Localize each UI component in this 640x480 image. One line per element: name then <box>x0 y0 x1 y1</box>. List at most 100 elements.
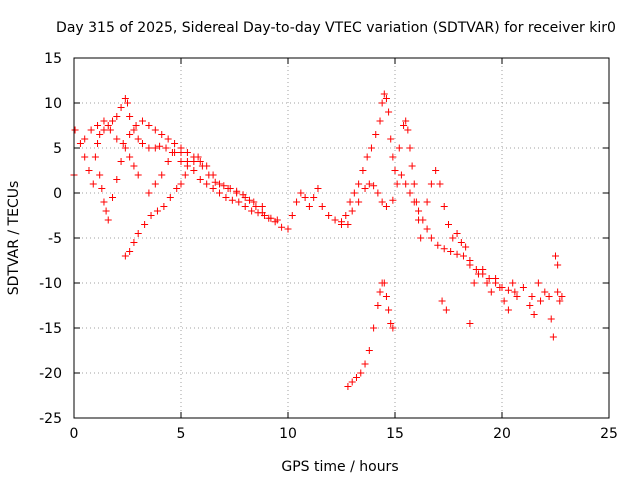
data-point <box>406 189 414 197</box>
data-point <box>534 279 542 287</box>
chart-title: Day 315 of 2025, Sidereal Day-to-day VTE… <box>56 20 616 36</box>
data-point <box>252 203 260 210</box>
data-point <box>466 320 474 327</box>
data-point <box>370 324 378 332</box>
data-point <box>241 194 249 201</box>
data-point <box>117 158 125 165</box>
series-afternoon-peak <box>338 90 425 242</box>
data-point <box>113 135 121 143</box>
data-point <box>177 158 185 165</box>
data-point <box>173 185 181 192</box>
data-point <box>87 126 95 134</box>
y-tick-label: 0 <box>53 186 62 202</box>
data-point <box>126 248 134 255</box>
series-morning-band <box>145 149 281 224</box>
data-point <box>104 122 112 129</box>
data-point <box>158 171 166 179</box>
grid-lines <box>74 58 609 418</box>
data-point <box>209 185 217 192</box>
series-upper-branch <box>81 117 266 210</box>
data-point <box>500 297 508 305</box>
y-tick-label: 15 <box>44 51 62 67</box>
data-point <box>203 180 211 188</box>
data-point <box>387 320 395 327</box>
data-point <box>160 203 168 210</box>
data-point <box>389 153 397 161</box>
series-evening-spikes <box>423 167 564 341</box>
axis-ticks: 0 5 10 15 20 25 -25 -20 -15 -10 -5 0 5 10 15 <box>39 51 618 442</box>
data-point <box>254 209 262 217</box>
data-point <box>117 104 125 111</box>
data-point <box>440 203 448 210</box>
data-point <box>554 261 562 269</box>
data-point <box>177 180 185 188</box>
data-point <box>113 176 121 183</box>
data-point <box>181 171 189 179</box>
data-point <box>436 180 444 188</box>
y-tick-label: 10 <box>44 96 62 112</box>
data-point <box>100 126 108 134</box>
data-point <box>267 214 275 222</box>
y-tick-label: -10 <box>39 276 62 292</box>
x-tick-label: 25 <box>600 426 618 442</box>
data-point <box>100 198 108 206</box>
data-point <box>344 221 352 228</box>
data-point <box>171 149 179 156</box>
data-point <box>479 266 487 273</box>
data-point <box>361 185 369 192</box>
data-point <box>151 180 159 188</box>
data-point <box>519 284 527 291</box>
data-point <box>549 333 557 341</box>
data-point <box>556 297 564 305</box>
data-point <box>145 122 153 129</box>
data-point <box>89 180 97 188</box>
data-point <box>305 203 313 210</box>
y-tick-label: -20 <box>39 366 62 382</box>
data-point <box>196 158 204 165</box>
data-point <box>387 135 395 143</box>
data-point <box>447 248 455 255</box>
y-tick-label: -15 <box>39 321 62 337</box>
data-point <box>209 171 217 179</box>
data-point <box>158 131 166 138</box>
data-point <box>487 288 495 296</box>
data-point <box>382 95 390 102</box>
data-point <box>245 196 253 204</box>
data-point <box>357 369 365 377</box>
data-point <box>395 144 403 152</box>
series-main-trend <box>70 95 566 305</box>
data-point <box>509 279 517 287</box>
data-point <box>183 149 191 156</box>
data-point <box>325 212 333 219</box>
data-point <box>76 140 84 147</box>
data-point <box>130 162 138 170</box>
data-point <box>504 306 512 314</box>
data-point <box>410 180 418 188</box>
y-tick-label: -5 <box>48 231 62 247</box>
data-point <box>492 275 500 282</box>
data-point <box>355 198 363 206</box>
data-point <box>164 135 172 143</box>
data-point <box>389 196 397 204</box>
data-point <box>134 171 142 179</box>
series-lower-branch <box>96 144 142 224</box>
data-point <box>496 284 504 291</box>
data-point <box>402 117 410 125</box>
data-point <box>104 216 112 224</box>
data-point <box>338 221 345 228</box>
data-point <box>130 239 138 246</box>
data-point <box>453 230 461 237</box>
data-point <box>153 207 161 215</box>
data-point <box>385 108 393 116</box>
data-point <box>402 180 410 188</box>
data-point <box>162 144 170 152</box>
data-point <box>171 140 179 147</box>
data-point <box>380 90 388 98</box>
data-point <box>297 189 305 197</box>
data-point <box>541 288 549 296</box>
data-point <box>113 113 121 120</box>
data-point <box>183 158 191 165</box>
data-point <box>273 216 281 224</box>
